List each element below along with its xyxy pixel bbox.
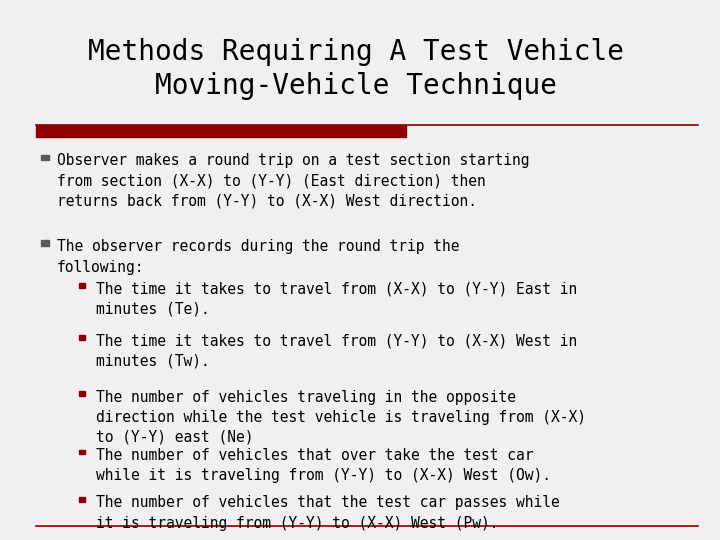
Text: Observer makes a round trip on a test section starting
from section (X-X) to (Y-: Observer makes a round trip on a test se… [57,153,529,209]
Bar [78,497,85,502]
Text: The number of vehicles that the test car passes while
it is traveling from (Y-Y): The number of vehicles that the test car… [96,496,560,530]
Bar [41,154,49,160]
Text: The time it takes to travel from (Y-Y) to (X-X) West in
minutes (Tw).: The time it takes to travel from (Y-Y) t… [96,333,577,368]
Text: Methods Requiring A Test Vehicle
Moving-Vehicle Technique: Methods Requiring A Test Vehicle Moving-… [89,38,624,100]
Bar [78,392,85,396]
Bar [78,449,85,454]
Text: The number of vehicles traveling in the opposite
direction while the test vehicl: The number of vehicles traveling in the … [96,389,586,444]
Text: The observer records during the round trip the
following:: The observer records during the round tr… [57,239,459,274]
Bar [78,335,85,340]
Bar [41,240,49,246]
Text: The number of vehicles that over take the test car
while it is traveling from (Y: The number of vehicles that over take th… [96,448,552,483]
Text: The time it takes to travel from (X-X) to (Y-Y) East in
minutes (Te).: The time it takes to travel from (X-X) t… [96,281,577,316]
Bar [35,125,406,137]
Bar [78,283,85,288]
